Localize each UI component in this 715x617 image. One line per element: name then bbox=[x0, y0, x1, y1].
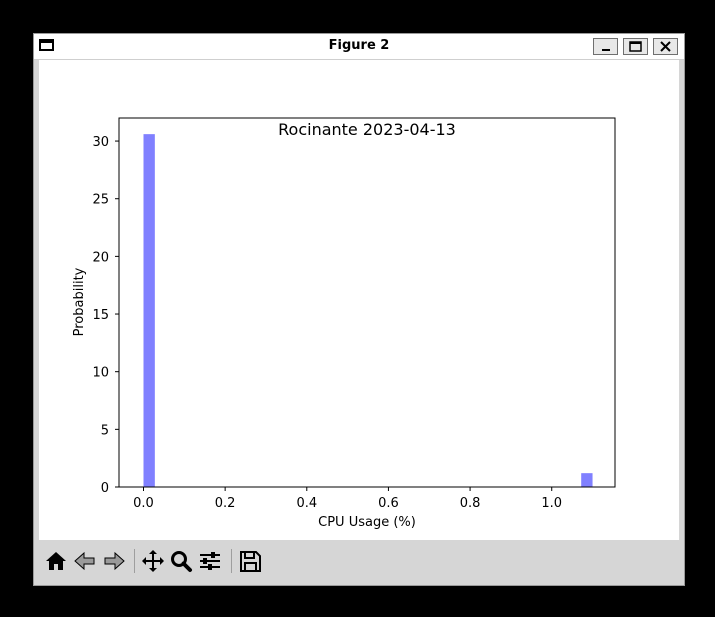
navigation-toolbar bbox=[39, 540, 679, 582]
y-tick-label: 20 bbox=[92, 250, 109, 265]
minimize-icon bbox=[602, 49, 610, 51]
window-icon bbox=[39, 39, 54, 51]
x-tick-label: 0.6 bbox=[378, 496, 399, 511]
x-tick-label: 1.0 bbox=[541, 496, 562, 511]
forward-icon bbox=[104, 551, 125, 571]
figure-window: Figure 2 Rocinante 2023-04-13 0.0 0.2 0.4 0… bbox=[33, 33, 685, 586]
pan-icon bbox=[142, 550, 164, 572]
save-button[interactable] bbox=[237, 548, 263, 574]
x-tick-label: 0.0 bbox=[133, 496, 154, 511]
maximize-icon bbox=[629, 41, 642, 52]
chart-title: Rocinante 2023-04-13 bbox=[278, 120, 456, 139]
back-button[interactable] bbox=[72, 548, 98, 574]
configure-subplots-icon bbox=[200, 552, 220, 570]
y-tick-label: 25 bbox=[92, 193, 109, 208]
configure-subplots-button[interactable] bbox=[197, 548, 223, 574]
zoom-button[interactable] bbox=[168, 548, 194, 574]
histogram-bar bbox=[581, 473, 593, 487]
x-axis-label: CPU Usage (%) bbox=[318, 515, 416, 530]
maximize-button[interactable] bbox=[623, 38, 648, 55]
back-icon bbox=[74, 551, 95, 571]
pan-button[interactable] bbox=[140, 548, 166, 574]
zoom-icon bbox=[171, 551, 192, 572]
title-bar[interactable]: Figure 2 bbox=[34, 34, 684, 60]
histogram-chart: Rocinante 2023-04-13 0.0 0.2 0.4 0.6 0.8 1.0 0… bbox=[72, 117, 616, 530]
y-tick-label: 30 bbox=[92, 135, 109, 150]
window-title: Figure 2 bbox=[328, 38, 390, 53]
save-icon bbox=[240, 551, 261, 572]
figure-canvas[interactable]: Rocinante 2023-04-13 0.0 0.2 0.4 0.6 0.8 1.0 0… bbox=[39, 60, 679, 540]
home-icon bbox=[46, 552, 66, 570]
y-axis-label: Probability bbox=[72, 267, 87, 336]
y-tick-label: 15 bbox=[92, 308, 109, 323]
y-tick-label: 10 bbox=[92, 366, 109, 381]
minimize-button[interactable] bbox=[593, 38, 618, 55]
forward-button[interactable] bbox=[101, 548, 127, 574]
y-tick-label: 5 bbox=[101, 423, 109, 438]
plot-frame bbox=[118, 117, 616, 488]
home-button[interactable] bbox=[43, 548, 69, 574]
toolbar-separator bbox=[134, 549, 135, 573]
close-icon bbox=[660, 41, 671, 52]
x-tick-label: 0.8 bbox=[460, 496, 481, 511]
x-tick-label: 0.2 bbox=[215, 496, 236, 511]
x-tick-label: 0.4 bbox=[296, 496, 317, 511]
close-button[interactable] bbox=[653, 38, 678, 55]
y-tick-label: 0 bbox=[101, 481, 109, 496]
histogram-bar bbox=[143, 134, 155, 488]
toolbar-separator bbox=[231, 549, 232, 573]
